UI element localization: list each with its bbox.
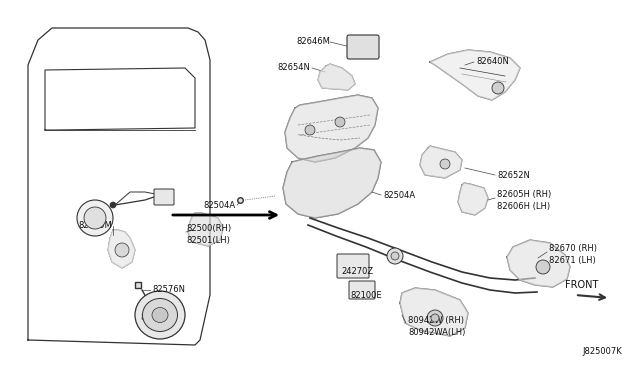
Text: 82670 (RH): 82670 (RH) <box>549 244 597 253</box>
Circle shape <box>84 207 106 229</box>
Text: 82512A: 82512A <box>140 314 172 323</box>
Polygon shape <box>400 288 468 336</box>
Polygon shape <box>285 95 378 162</box>
Polygon shape <box>420 146 462 178</box>
Polygon shape <box>458 183 488 215</box>
Text: 80942W (RH): 80942W (RH) <box>408 315 464 324</box>
Text: 82100E: 82100E <box>350 292 382 301</box>
Text: 82500(RH): 82500(RH) <box>186 224 231 232</box>
FancyBboxPatch shape <box>349 281 375 299</box>
Circle shape <box>391 252 399 260</box>
Circle shape <box>77 200 113 236</box>
FancyBboxPatch shape <box>347 35 379 59</box>
Text: J825007K: J825007K <box>582 347 622 356</box>
Polygon shape <box>108 230 135 268</box>
Circle shape <box>335 117 345 127</box>
Polygon shape <box>188 213 223 246</box>
FancyBboxPatch shape <box>337 254 369 278</box>
Circle shape <box>431 314 439 322</box>
Circle shape <box>305 125 315 135</box>
Polygon shape <box>318 64 355 90</box>
Circle shape <box>492 82 504 94</box>
Ellipse shape <box>143 298 177 331</box>
FancyBboxPatch shape <box>154 189 174 205</box>
Circle shape <box>115 243 129 257</box>
Text: 24270Z: 24270Z <box>341 267 373 276</box>
Text: 82640N: 82640N <box>476 58 509 67</box>
Text: 82652N: 82652N <box>497 170 530 180</box>
Text: 82504A: 82504A <box>203 201 235 209</box>
Circle shape <box>110 202 116 208</box>
Polygon shape <box>283 148 381 218</box>
Text: 82570M: 82570M <box>78 221 112 231</box>
Circle shape <box>387 248 403 264</box>
Circle shape <box>427 310 443 326</box>
Ellipse shape <box>152 308 168 323</box>
Polygon shape <box>430 50 520 100</box>
Text: 82671 (LH): 82671 (LH) <box>549 256 596 264</box>
Ellipse shape <box>135 291 185 339</box>
Text: 82605H (RH): 82605H (RH) <box>497 190 551 199</box>
Text: 82576N: 82576N <box>152 285 185 295</box>
Text: 82654N: 82654N <box>277 64 310 73</box>
Circle shape <box>536 260 550 274</box>
Text: 80942WA(LH): 80942WA(LH) <box>408 328 465 337</box>
Text: 82646M: 82646M <box>296 38 330 46</box>
Polygon shape <box>507 240 570 287</box>
Text: FRONT: FRONT <box>565 280 598 290</box>
Circle shape <box>440 159 450 169</box>
Text: 82501(LH): 82501(LH) <box>186 235 230 244</box>
Text: 82504A: 82504A <box>383 190 415 199</box>
Text: 82606H (LH): 82606H (LH) <box>497 202 550 212</box>
